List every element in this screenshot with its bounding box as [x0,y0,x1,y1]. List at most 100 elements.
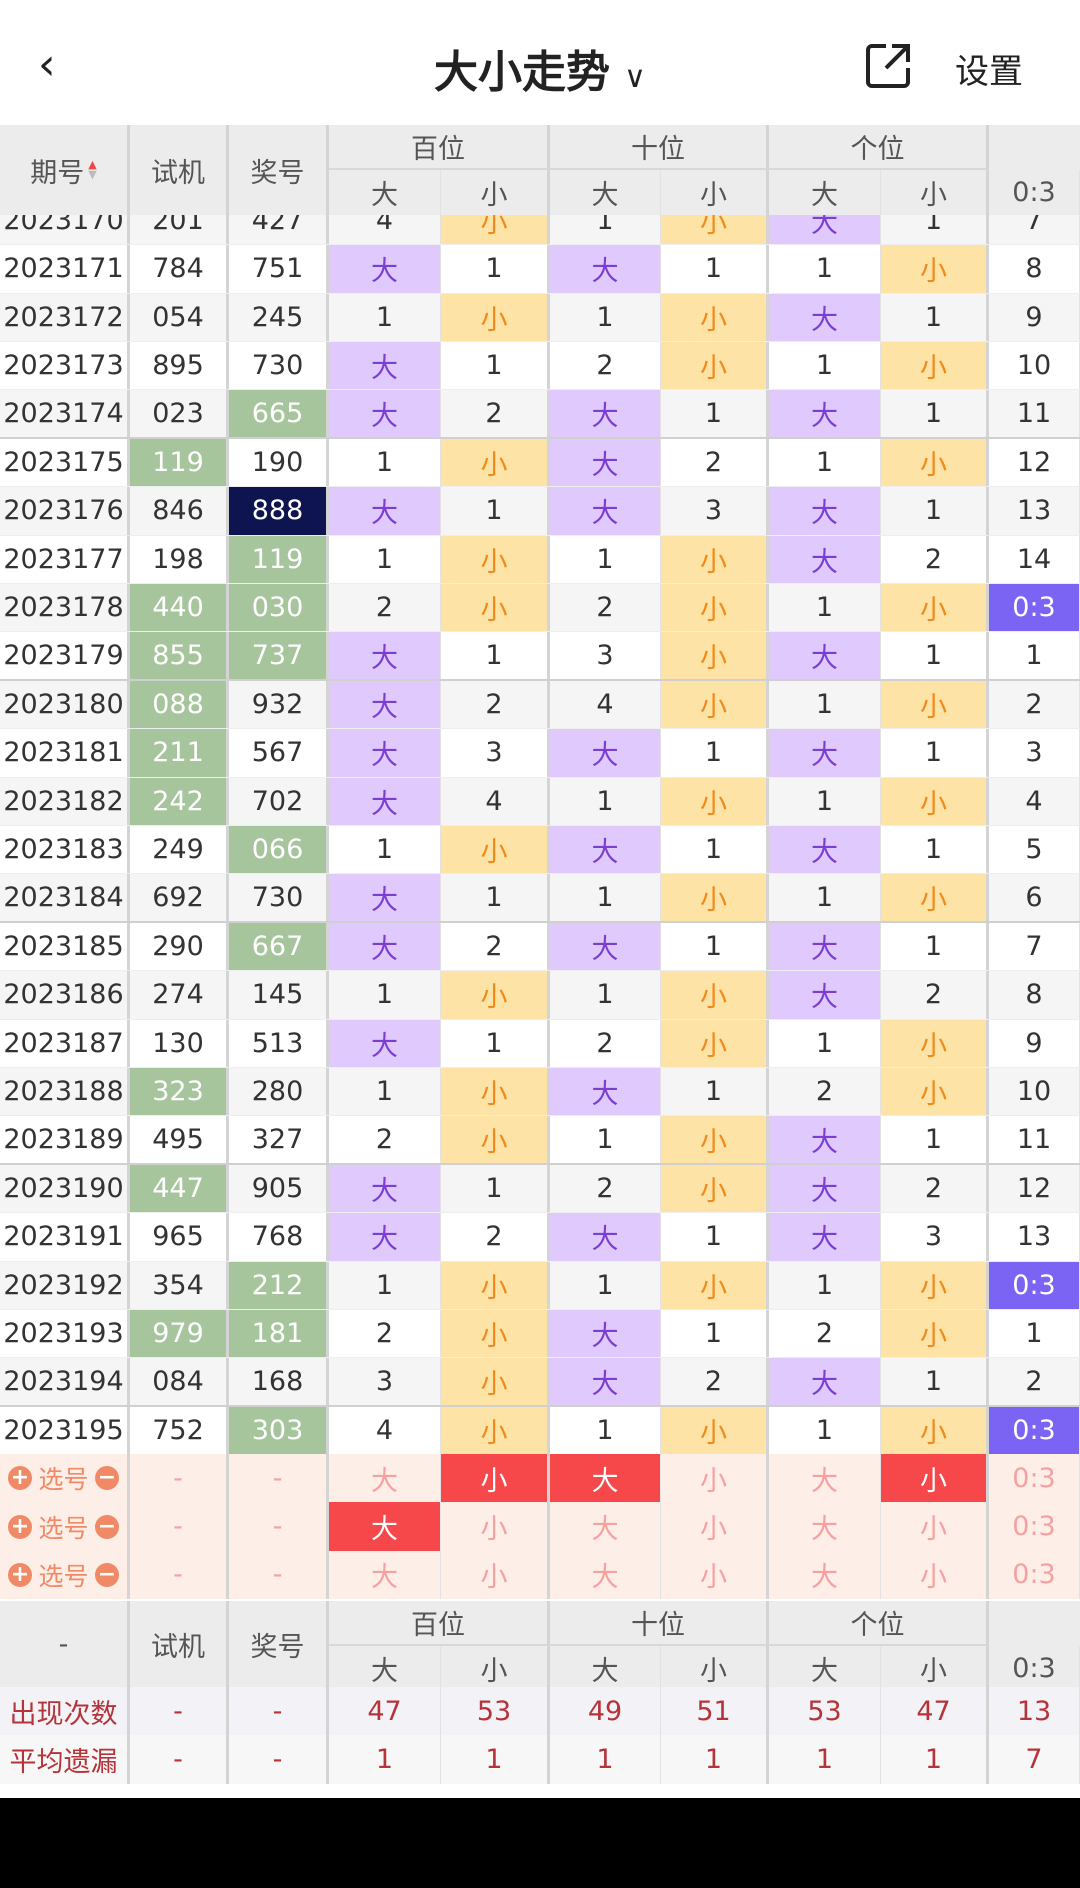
pick-small-toggle[interactable]: 小 [661,1550,769,1600]
miss-count-cell: 1 [769,584,881,632]
trial-cell: 855 [130,632,229,679]
miss-count-cell: 1 [661,1213,769,1261]
small-cell: 小 [661,680,769,729]
miss-count-cell: 2 [329,1310,441,1358]
pick-small-toggle[interactable]: 小 [441,1502,550,1551]
pick-big-toggle[interactable]: 大 [329,1454,441,1503]
trial-cell: 023 [130,390,229,437]
minus-icon[interactable]: − [94,1562,119,1587]
miss-count-cell: 1 [661,826,769,874]
stats-value: 1 [441,1735,550,1784]
table-row: 2023185 290 667 大 2 大 1 大 1 7 [0,922,1080,972]
miss-count-cell: 1 [550,971,661,1019]
miss-count-cell: 1 [769,874,881,921]
big-header: 大 [550,170,661,215]
miss-count-cell: 1 [550,535,661,583]
minus-icon[interactable]: − [94,1514,119,1539]
pick-big-toggle[interactable]: 大 [329,1550,441,1600]
pick-small-toggle[interactable]: 小 [661,1454,769,1503]
period-cell: 2023180 [0,680,130,729]
plus-icon[interactable]: + [8,1514,32,1539]
trial-cell: 198 [130,535,229,583]
pick-big-toggle[interactable]: 大 [769,1502,881,1551]
ratio-cell: 1 [989,632,1080,679]
group-header: 百位 [329,1601,550,1646]
miss-count-cell: 1 [881,1116,989,1163]
prize-cell: 768 [229,1213,329,1261]
miss-count-cell: 1 [769,342,881,390]
prize-cell: 665 [229,390,329,437]
trial-cell: 054 [130,293,229,341]
period-cell: 2023173 [0,342,130,390]
big-cell: 大 [329,1164,441,1213]
miss-count-cell: 1 [441,487,550,535]
ratio-cell: 13 [989,1213,1080,1261]
table-row: 2023184 692 730 大 1 1 小 1 小 6 [0,874,1080,923]
table-row: 2023175 119 190 1 小大 2 1 小 12 [0,438,1080,488]
miss-count-cell: 2 [550,342,661,390]
minus-icon[interactable]: − [94,1466,119,1491]
table-row: 2023189 495 327 2 小 1 小大 1 11 [0,1116,1080,1165]
trial-cell: 784 [130,245,229,293]
ratio-cell: 1 [989,1310,1080,1358]
big-cell: 大 [329,342,441,390]
ratio-cell: 11 [989,1116,1080,1163]
period-header[interactable]: 期号 ▲ ▼ [0,125,130,215]
big-cell: 大 [329,729,441,777]
pick-big-toggle[interactable]: 大 [769,1454,881,1503]
trial-cell: 249 [130,826,229,874]
big-cell: 大 [329,632,441,679]
pick-big-toggle[interactable]: 大 [550,1502,661,1551]
pick-big-toggle[interactable]: 大 [329,1502,441,1551]
pick-small-toggle[interactable]: 小 [881,1502,989,1551]
prize-cell: 119 [229,535,329,583]
big-cell: 大 [550,1213,661,1261]
ratio-cell: 4 [989,777,1080,825]
small-cell: 小 [881,1310,989,1358]
ratio-cell: 0:3 [989,584,1080,632]
settings-button[interactable]: 设置 [955,52,1023,92]
pick-label: + 选号 − [0,1454,130,1503]
pick-label-text: 选号 [38,1513,89,1543]
ratio-cell: 2 [989,1358,1080,1405]
back-icon[interactable]: ‹ [38,39,56,90]
miss-count-cell: 1 [329,535,441,583]
pick-big-toggle[interactable]: 大 [550,1454,661,1503]
small-cell: 小 [881,245,989,293]
miss-count-cell: 1 [769,1261,881,1309]
miss-count-cell: 1 [441,874,550,921]
pick-big-toggle[interactable]: 大 [769,1550,881,1600]
prize-cell: 190 [229,438,329,487]
table-row: 2023178 440 030 2 小 2 小 1 小 0:3 [0,584,1080,633]
pick-small-toggle[interactable]: 小 [441,1550,550,1600]
miss-count-cell: 4 [441,777,550,825]
plus-icon[interactable]: + [8,1466,32,1491]
trial-cell: 119 [130,438,229,487]
pick-prize: - [229,1454,329,1503]
miss-count-cell: 4 [550,680,661,729]
big-header: 大 [329,1646,441,1691]
big-cell: 大 [550,438,661,487]
pick-small-toggle[interactable]: 小 [881,1454,989,1503]
pick-small-toggle[interactable]: 小 [661,1502,769,1551]
pick-small-toggle[interactable]: 小 [881,1550,989,1600]
trial-cell: 274 [130,971,229,1019]
sort-icon[interactable]: ▲ ▼ [88,158,97,181]
stats-prize: - [229,1735,329,1784]
big-cell: 大 [329,922,441,971]
pick-big-toggle[interactable]: 大 [550,1550,661,1600]
stats-row: 平均遗漏 - -1 1 1 1 1 1 7 [0,1735,1080,1784]
miss-count-cell: 1 [881,293,989,341]
trial-cell: 495 [130,1116,229,1163]
period-cell: 2023179 [0,632,130,679]
pick-small-toggle[interactable]: 小 [441,1454,550,1503]
plus-icon[interactable]: + [8,1562,32,1587]
chevron-down-icon: ∨ [624,60,646,95]
stats-trial: - [130,1687,229,1736]
share-icon[interactable] [862,40,914,92]
miss-count-cell: 1 [769,1406,881,1455]
miss-count-cell: 3 [550,632,661,679]
prize-cell: 932 [229,680,329,729]
miss-count-cell: 2 [661,1358,769,1405]
page-title[interactable]: 大小走势 ∨ [0,36,1080,100]
